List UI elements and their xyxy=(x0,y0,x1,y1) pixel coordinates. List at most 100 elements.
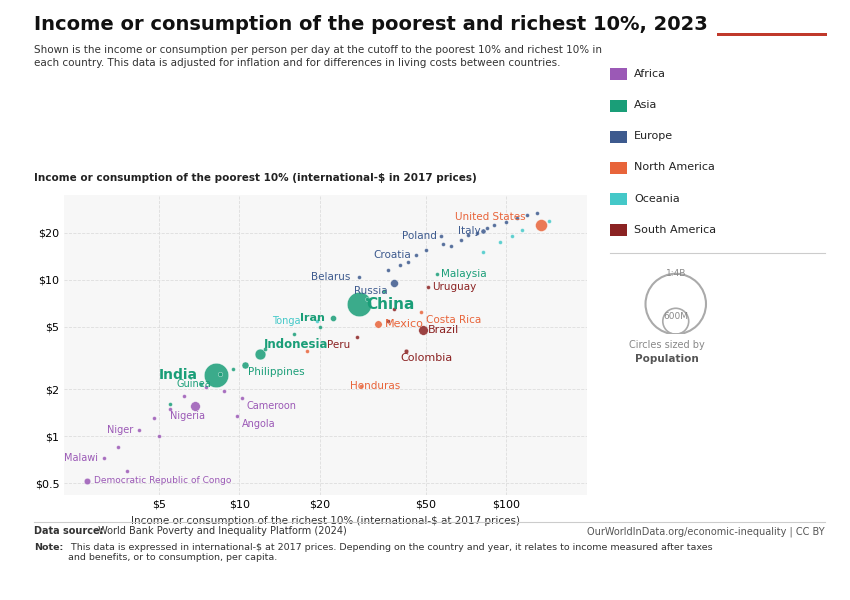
Text: Cameroon: Cameroon xyxy=(246,401,296,411)
Text: Malawi: Malawi xyxy=(64,454,98,463)
Text: Africa: Africa xyxy=(634,69,666,79)
Text: Shown is the income or consumption per person per day at the cutoff to the poore: Shown is the income or consumption per p… xyxy=(34,45,602,68)
Point xyxy=(416,325,430,335)
Point xyxy=(455,235,468,245)
Point xyxy=(388,278,401,288)
Text: Income or consumption of the poorest and richest 10%, 2023: Income or consumption of the poorest and… xyxy=(34,15,708,34)
Text: Mexico: Mexico xyxy=(384,319,423,329)
Point xyxy=(520,211,534,220)
Text: Tonga: Tonga xyxy=(272,316,301,326)
Point xyxy=(349,332,363,342)
Text: Circles sized by: Circles sized by xyxy=(629,340,706,350)
Text: Costa Rica: Costa Rica xyxy=(426,314,481,325)
Point xyxy=(399,346,412,356)
Point xyxy=(238,361,252,370)
Point xyxy=(301,346,314,356)
Point xyxy=(147,413,161,423)
Text: Croatia: Croatia xyxy=(373,250,411,260)
Text: Poland: Poland xyxy=(402,232,437,241)
Text: Colombia: Colombia xyxy=(400,353,452,363)
Point xyxy=(177,391,190,401)
Text: Russia: Russia xyxy=(354,286,388,296)
Point xyxy=(476,226,490,236)
Text: 600M: 600M xyxy=(663,312,688,320)
Text: Democratic Republic of Congo: Democratic Republic of Congo xyxy=(94,476,231,485)
Point xyxy=(235,394,248,403)
Point xyxy=(410,250,423,260)
Bar xyxy=(717,34,827,36)
Point xyxy=(258,344,272,354)
Point xyxy=(388,304,401,314)
Point xyxy=(394,260,407,269)
Text: Population: Population xyxy=(635,354,699,364)
Point xyxy=(381,316,394,325)
Point xyxy=(213,369,227,379)
Text: Income or consumption of the poorest 10% (international-$ in 2017 prices): Income or consumption of the poorest 10%… xyxy=(34,173,477,183)
Point xyxy=(462,230,475,239)
Point xyxy=(310,316,324,325)
Text: Data source:: Data source: xyxy=(34,526,104,536)
Point xyxy=(444,241,457,251)
Text: Honduras: Honduras xyxy=(350,381,400,391)
Text: Nigeria: Nigeria xyxy=(170,411,205,421)
Point xyxy=(218,386,231,395)
Point xyxy=(97,454,110,463)
Point xyxy=(516,225,530,235)
Text: United States: United States xyxy=(455,212,525,222)
Text: Guinea: Guinea xyxy=(176,379,211,389)
Point xyxy=(505,232,518,241)
Point xyxy=(419,245,433,255)
Point xyxy=(121,466,134,476)
Point xyxy=(313,322,326,332)
Point xyxy=(163,404,177,413)
Text: Brazil: Brazil xyxy=(428,325,459,335)
Point xyxy=(414,308,428,317)
Text: Angola: Angola xyxy=(241,419,275,430)
Text: South America: South America xyxy=(634,225,717,235)
Point xyxy=(132,425,145,434)
Point xyxy=(510,213,524,223)
Point xyxy=(377,286,391,296)
Text: Europe: Europe xyxy=(634,131,673,141)
Point xyxy=(499,217,513,227)
Text: North America: North America xyxy=(634,163,715,172)
Point xyxy=(152,431,166,441)
Text: Peru: Peru xyxy=(326,340,350,350)
Point xyxy=(253,349,267,359)
Point xyxy=(381,266,394,275)
Point xyxy=(352,299,366,309)
Point xyxy=(476,248,490,257)
Point xyxy=(436,239,450,249)
Point xyxy=(493,237,507,247)
Text: Note:: Note: xyxy=(34,543,63,552)
Text: Oceania: Oceania xyxy=(634,194,680,203)
Point xyxy=(530,208,543,217)
Point xyxy=(430,269,444,278)
Point xyxy=(326,313,340,323)
Text: Asia: Asia xyxy=(634,100,658,110)
Point xyxy=(352,272,366,281)
Text: Niger: Niger xyxy=(107,425,133,434)
Point xyxy=(542,216,556,226)
Point xyxy=(354,381,367,391)
Point xyxy=(163,400,177,409)
Text: Our World: Our World xyxy=(744,11,800,20)
Text: OurWorldInData.org/economic-inequality | CC BY: OurWorldInData.org/economic-inequality |… xyxy=(586,526,824,536)
Point xyxy=(195,379,208,389)
Point xyxy=(434,232,448,241)
Text: Malaysia: Malaysia xyxy=(441,269,486,278)
Text: Belarus: Belarus xyxy=(310,272,350,281)
Point xyxy=(209,371,223,380)
Point xyxy=(199,383,212,392)
Point xyxy=(471,228,484,238)
Text: Uruguay: Uruguay xyxy=(433,282,477,292)
Point xyxy=(422,283,435,292)
Point xyxy=(371,320,384,329)
Text: World Bank Poverty and Inequality Platform (2024): World Bank Poverty and Inequality Platfo… xyxy=(95,526,347,536)
Point xyxy=(487,220,501,230)
Point xyxy=(188,401,201,411)
Point xyxy=(480,223,494,233)
Point xyxy=(226,364,240,374)
Point xyxy=(534,220,547,230)
Point xyxy=(230,411,244,421)
